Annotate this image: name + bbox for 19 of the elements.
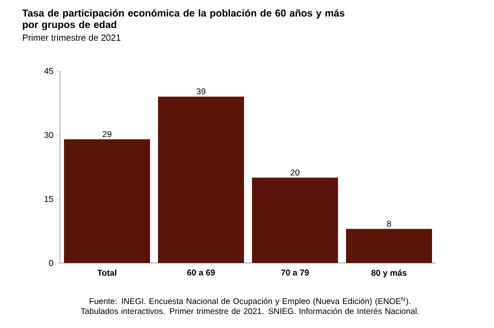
bar — [158, 96, 244, 264]
y-tick-label: 0 — [49, 260, 54, 266]
chart-title: Tasa de participación económica de la población de 60 años y más por grupos de edad — [22, 9, 344, 30]
bar — [346, 228, 432, 264]
data-label: 29 — [102, 131, 112, 138]
data-label: 20 — [290, 169, 300, 176]
x-tick-label: 60 a 69 — [187, 270, 215, 276]
source-note: Fuente: INEGI. Encuesta Nacional de Ocupación y Empleo (Nueva Edición) (ENOE$^{N}$). Tabulados interactivos. Primer trimestre de 2021. SNIEG. Información de Interés Nacional. — [80, 297, 419, 314]
y-tick-label: 30 — [44, 132, 54, 138]
bar — [252, 178, 338, 264]
x-tick-label: 70 a 79 — [281, 270, 309, 276]
y-tick-label: 45 — [44, 68, 54, 74]
x-tick-label: Total — [97, 270, 116, 276]
bar — [64, 139, 150, 264]
y-tick-label: 15 — [44, 196, 54, 202]
x-tick-label: 80 y más — [371, 270, 407, 278]
data-label: 8 — [387, 220, 391, 227]
chart-subtitle: Primer trimestre de 2021 — [22, 34, 120, 41]
data-label: 39 — [196, 88, 206, 94]
